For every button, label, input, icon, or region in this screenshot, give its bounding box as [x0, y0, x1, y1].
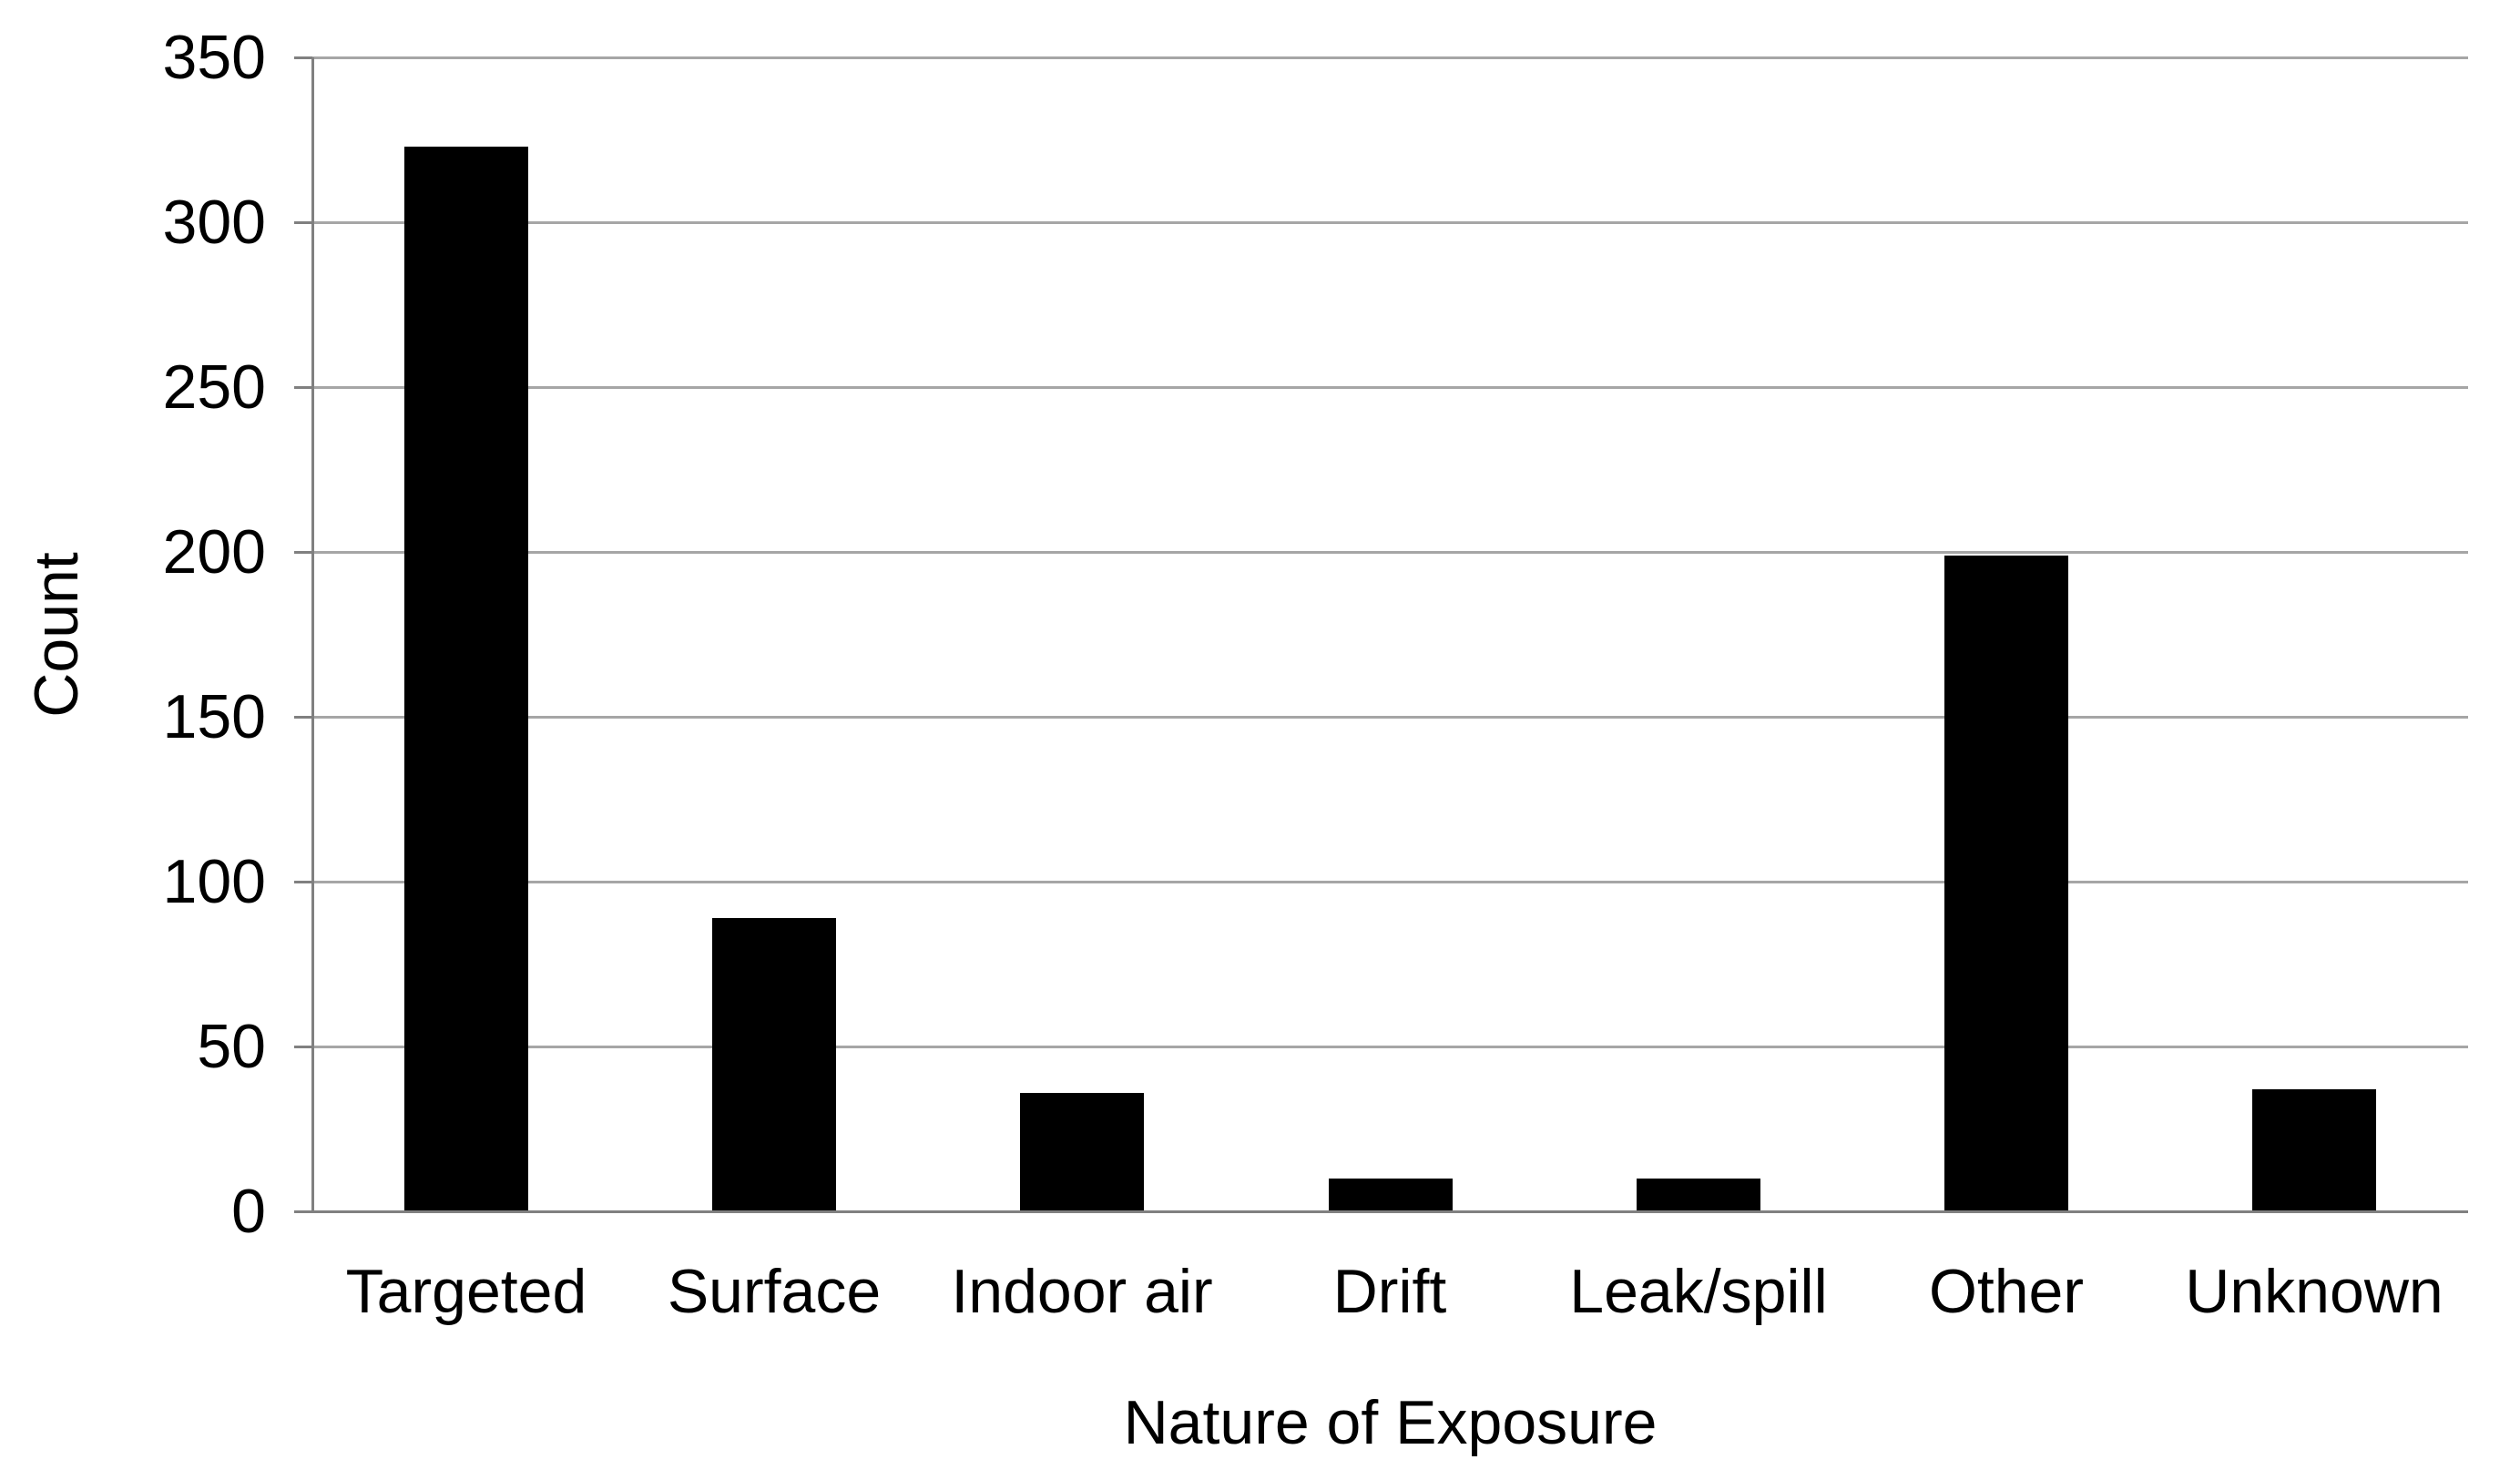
gridline-100 [312, 880, 2468, 883]
bar-targeted [404, 147, 528, 1211]
gridline-250 [312, 385, 2468, 389]
y-tick-label-300: 300 [162, 188, 266, 257]
y-tick-label-250: 250 [162, 352, 266, 422]
gridline-200 [312, 550, 2468, 554]
category-label-targeted: Targeted [345, 1257, 587, 1326]
y-axis-tick-150 [294, 715, 312, 719]
gridline-350 [312, 56, 2468, 59]
y-axis-tick-100 [294, 880, 312, 883]
gridline-300 [312, 220, 2468, 224]
y-tick-label-350: 350 [162, 23, 266, 92]
bar-drift [1329, 1179, 1453, 1211]
bar-unknown [2252, 1089, 2376, 1211]
y-tick-label-0: 0 [231, 1177, 266, 1246]
y-axis-tick-350 [294, 56, 312, 59]
gridline-150 [312, 715, 2468, 719]
y-axis-tick-300 [294, 220, 312, 224]
category-label-indoor-air: Indoor air [951, 1257, 1213, 1326]
category-label-leak-spill: Leak/spill [1569, 1257, 1828, 1326]
y-tick-label-100: 100 [162, 847, 266, 916]
x-axis-title: Nature of Exposure [1123, 1388, 1658, 1457]
y-axis-line [311, 57, 314, 1211]
bar-leak-spill [1637, 1179, 1760, 1211]
bar-other [1944, 556, 2068, 1211]
y-axis-title: Count [22, 551, 91, 718]
y-tick-label-150: 150 [162, 682, 266, 751]
y-axis-tick-200 [294, 550, 312, 554]
y-tick-label-200: 200 [162, 517, 266, 587]
y-axis-tick-250 [294, 385, 312, 389]
category-label-surface: Surface [667, 1257, 882, 1326]
category-label-drift: Drift [1332, 1257, 1447, 1326]
category-label-unknown: Unknown [2185, 1257, 2443, 1326]
category-label-other: Other [1928, 1257, 2085, 1326]
gridline-50 [312, 1045, 2468, 1048]
y-tick-label-50: 50 [197, 1012, 266, 1081]
bar-indoor-air [1020, 1093, 1144, 1211]
y-axis-tick-50 [294, 1045, 312, 1048]
x-axis-line [294, 1210, 2468, 1213]
bar-surface [712, 918, 836, 1211]
